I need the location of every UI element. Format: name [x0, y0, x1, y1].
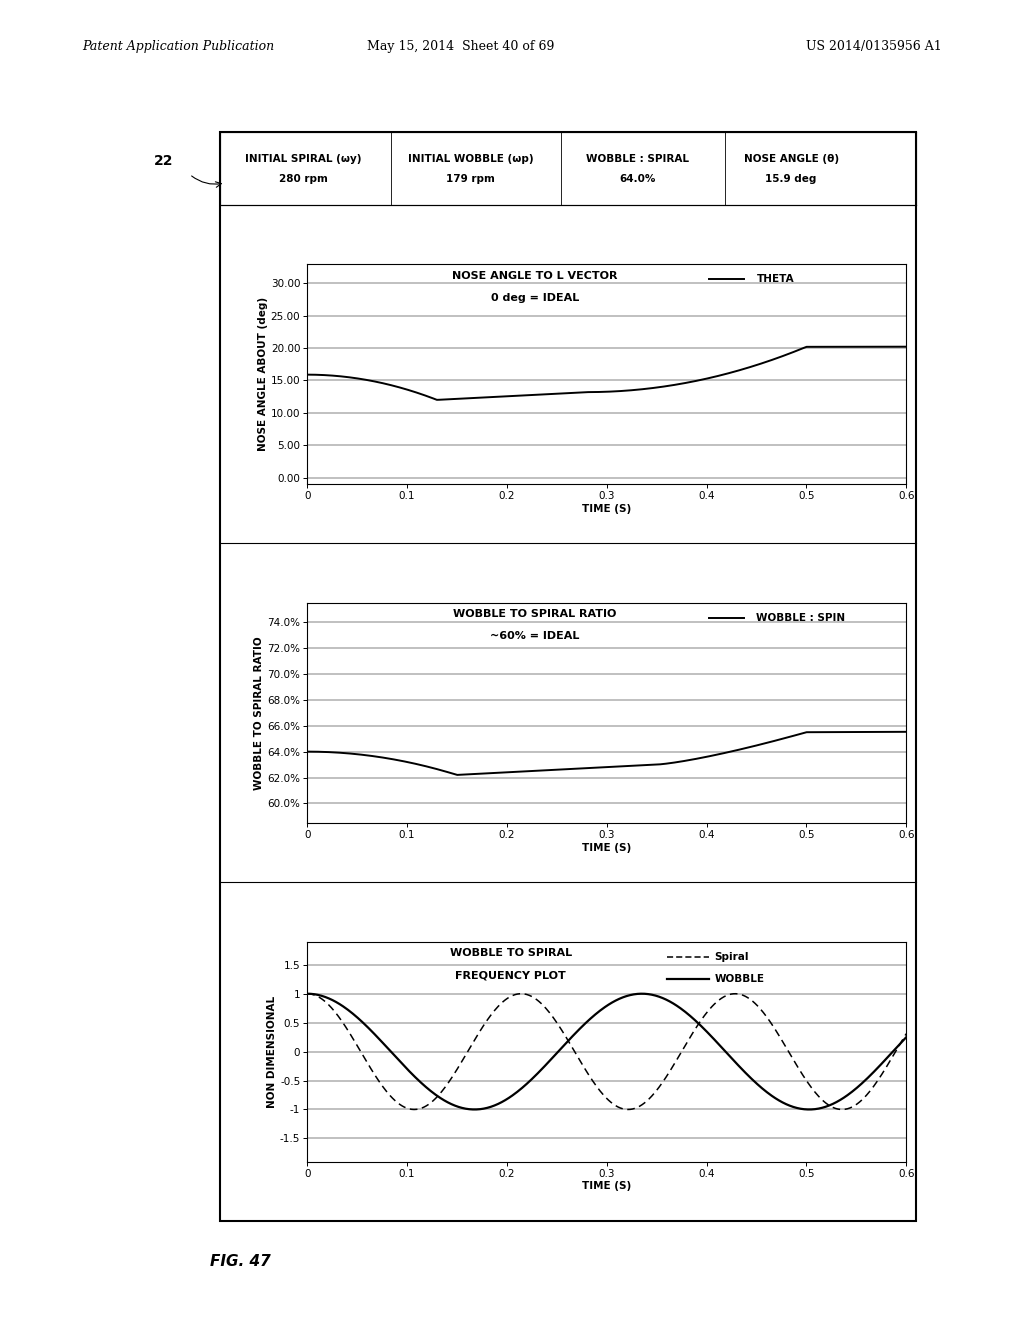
Text: US 2014/0135956 A1: US 2014/0135956 A1	[806, 40, 942, 53]
Text: 179 rpm: 179 rpm	[446, 174, 496, 185]
Text: 64.0%: 64.0%	[620, 174, 656, 185]
Y-axis label: NON DIMENSIONAL: NON DIMENSIONAL	[267, 995, 278, 1107]
Text: THETA: THETA	[757, 275, 794, 284]
Text: NOSE ANGLE (θ): NOSE ANGLE (θ)	[743, 153, 839, 164]
Text: WOBBLE : SPIRAL: WOBBLE : SPIRAL	[587, 153, 689, 164]
Text: FREQUENCY PLOT: FREQUENCY PLOT	[456, 970, 566, 981]
Text: WOBBLE : SPIN: WOBBLE : SPIN	[757, 614, 846, 623]
Text: WOBBLE TO SPIRAL: WOBBLE TO SPIRAL	[450, 948, 572, 958]
Text: May 15, 2014  Sheet 40 of 69: May 15, 2014 Sheet 40 of 69	[368, 40, 554, 53]
Text: Patent Application Publication: Patent Application Publication	[82, 40, 274, 53]
Text: FIG. 47: FIG. 47	[210, 1254, 270, 1269]
Y-axis label: WOBBLE TO SPIRAL RATIO: WOBBLE TO SPIRAL RATIO	[255, 636, 264, 789]
Text: ~60% = IDEAL: ~60% = IDEAL	[490, 631, 580, 642]
X-axis label: TIME (S): TIME (S)	[582, 504, 632, 513]
Text: INITIAL WOBBLE (ωp): INITIAL WOBBLE (ωp)	[408, 153, 534, 164]
Text: 22: 22	[154, 154, 174, 168]
Text: INITIAL SPIRAL (ωy): INITIAL SPIRAL (ωy)	[246, 153, 361, 164]
Text: Spiral: Spiral	[715, 952, 749, 962]
Text: 15.9 deg: 15.9 deg	[766, 174, 817, 185]
Text: NOSE ANGLE TO L VECTOR: NOSE ANGLE TO L VECTOR	[452, 271, 617, 281]
X-axis label: TIME (S): TIME (S)	[582, 842, 632, 853]
Text: WOBBLE TO SPIRAL RATIO: WOBBLE TO SPIRAL RATIO	[454, 610, 616, 619]
Text: WOBBLE: WOBBLE	[715, 974, 765, 983]
X-axis label: TIME (S): TIME (S)	[582, 1181, 632, 1192]
Text: 280 rpm: 280 rpm	[280, 174, 328, 185]
Text: 0 deg = IDEAL: 0 deg = IDEAL	[490, 293, 579, 302]
Y-axis label: NOSE ANGLE ABOUT (deg): NOSE ANGLE ABOUT (deg)	[258, 297, 268, 451]
